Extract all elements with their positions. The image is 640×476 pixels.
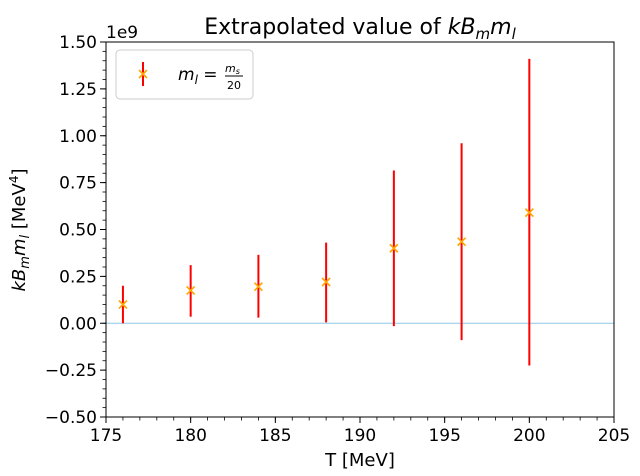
x-tick-label: 175 [90,426,122,446]
legend-fraction-denominator: 20 [227,79,241,92]
y-tick-label: −0.50 [45,408,97,428]
legend-fraction-numerator: ms [225,62,240,76]
data-point [389,243,399,253]
data-point [524,208,534,218]
x-tick-label: 185 [259,426,291,446]
plot-frame [105,41,615,418]
y-tick-label: 1.25 [59,80,97,100]
data-point [457,237,467,247]
x-tick-label: 205 [598,426,630,446]
legend-label: ml = [178,65,223,87]
data-point [186,285,196,296]
data-point [321,277,331,287]
y-tick-label: 0.00 [59,314,97,334]
y-tick-label: 1.50 [59,33,97,53]
axes: 175 180 185 190 195 200 205 −0.50 −0.25 0.00 0.25 0… [45,33,630,446]
y-tick-label: 0.25 [59,267,97,287]
y-axis-label: kBmml [MeV4] [7,169,33,292]
x-tick-label: 180 [174,426,206,446]
chart-title: Extrapolated value of kBmml [204,15,516,43]
legend: ml = ms 20 [115,49,254,100]
y-tick-label: 0.50 [59,221,97,241]
x-tick-label: 190 [344,426,376,446]
errorbar-group [121,58,531,366]
x-tick-label: 200 [513,426,545,446]
data-point [118,299,128,310]
legend-marker [138,62,148,86]
y-tick-label: −0.25 [45,361,97,381]
legend-frame [115,49,254,100]
x-tick-label: 195 [428,426,460,446]
y-offset-text: 1e9 [106,23,138,43]
x-axis-label: T [MeV] [324,450,395,471]
marker-group [118,208,534,310]
y-tick-label: 0.75 [59,174,97,194]
data-point [253,282,263,292]
y-tick-label: 1.00 [59,127,97,147]
